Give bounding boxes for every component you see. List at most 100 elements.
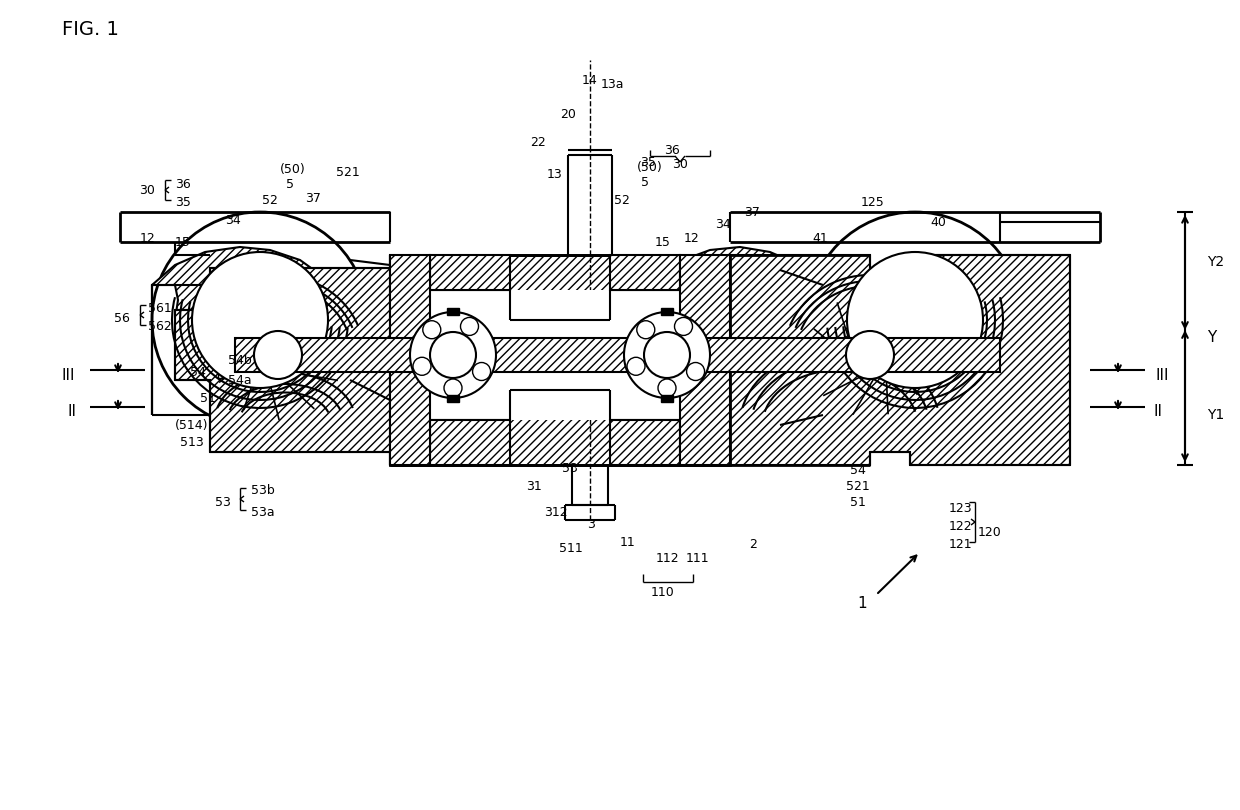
- Circle shape: [627, 357, 645, 375]
- Text: 53a: 53a: [252, 505, 275, 518]
- Text: 52: 52: [614, 194, 630, 207]
- Circle shape: [687, 363, 704, 381]
- Text: 112: 112: [655, 552, 678, 565]
- Text: FIG. 1: FIG. 1: [62, 20, 119, 39]
- Text: 511: 511: [559, 542, 583, 555]
- Text: 120: 120: [978, 526, 1002, 539]
- Circle shape: [153, 212, 368, 428]
- Circle shape: [624, 312, 711, 398]
- Text: 312: 312: [544, 506, 568, 519]
- Text: 53b: 53b: [252, 484, 275, 497]
- Text: 54: 54: [190, 365, 206, 378]
- Circle shape: [254, 331, 303, 379]
- Text: 3: 3: [587, 518, 595, 531]
- Text: 53: 53: [215, 496, 231, 509]
- Text: 54a: 54a: [228, 373, 252, 386]
- Text: 54: 54: [851, 463, 866, 476]
- Text: 36: 36: [665, 143, 680, 156]
- Text: Y: Y: [1207, 330, 1216, 346]
- Text: 111: 111: [686, 552, 709, 565]
- Polygon shape: [661, 308, 673, 315]
- Text: 14: 14: [582, 74, 598, 87]
- Text: 56: 56: [114, 312, 130, 325]
- Circle shape: [807, 212, 1023, 428]
- Text: II: II: [1153, 404, 1163, 420]
- Polygon shape: [236, 338, 999, 372]
- Text: 37: 37: [744, 206, 760, 219]
- Text: III: III: [1156, 368, 1169, 382]
- Text: 37: 37: [305, 191, 321, 204]
- Text: 513: 513: [180, 436, 203, 449]
- Text: Y1: Y1: [1207, 408, 1224, 422]
- Text: 22: 22: [531, 135, 546, 148]
- Polygon shape: [446, 395, 459, 402]
- Text: 521: 521: [846, 480, 870, 493]
- Text: 34: 34: [226, 214, 241, 227]
- Polygon shape: [391, 255, 730, 465]
- Polygon shape: [175, 255, 391, 465]
- Circle shape: [637, 321, 655, 339]
- Text: 5: 5: [286, 178, 294, 191]
- Text: 41: 41: [812, 232, 828, 245]
- Text: 1: 1: [857, 595, 867, 611]
- Text: 13a: 13a: [600, 79, 624, 92]
- Text: 2: 2: [749, 539, 756, 552]
- Text: 51: 51: [200, 391, 216, 404]
- Text: 110: 110: [651, 586, 675, 599]
- Polygon shape: [730, 255, 1070, 465]
- Text: 30: 30: [139, 184, 155, 197]
- Circle shape: [675, 318, 692, 335]
- Polygon shape: [153, 247, 350, 415]
- Text: Y2: Y2: [1207, 255, 1224, 269]
- Circle shape: [430, 332, 476, 378]
- Text: 15: 15: [175, 236, 191, 249]
- Circle shape: [472, 363, 491, 381]
- Circle shape: [846, 331, 894, 379]
- Circle shape: [192, 252, 329, 388]
- Polygon shape: [652, 247, 825, 415]
- Text: 562: 562: [148, 321, 172, 334]
- Text: III: III: [61, 368, 74, 382]
- Text: 125: 125: [861, 195, 885, 208]
- Text: 12: 12: [140, 232, 156, 245]
- Text: 561: 561: [148, 301, 172, 314]
- Text: 5: 5: [641, 176, 649, 189]
- Text: 123: 123: [949, 501, 972, 514]
- Circle shape: [658, 379, 676, 397]
- Text: II: II: [67, 404, 77, 420]
- Text: 51: 51: [851, 496, 866, 509]
- Text: (50): (50): [637, 160, 663, 173]
- Polygon shape: [430, 290, 680, 420]
- Polygon shape: [610, 255, 680, 290]
- Text: 40: 40: [930, 215, 946, 228]
- Text: (514): (514): [175, 419, 208, 432]
- Text: 521: 521: [336, 165, 360, 178]
- Text: 30: 30: [672, 159, 688, 172]
- Circle shape: [423, 321, 440, 339]
- Circle shape: [644, 332, 689, 378]
- Text: 36: 36: [175, 177, 191, 190]
- Text: 34: 34: [715, 219, 730, 232]
- Text: 11: 11: [620, 535, 636, 548]
- Text: 35: 35: [175, 195, 191, 208]
- Text: 122: 122: [949, 519, 972, 532]
- Circle shape: [460, 318, 479, 335]
- Polygon shape: [430, 420, 510, 465]
- Text: 15: 15: [655, 237, 671, 249]
- Text: 31: 31: [526, 480, 542, 493]
- Text: 121: 121: [949, 538, 972, 551]
- Text: 53: 53: [562, 462, 578, 475]
- Circle shape: [847, 252, 983, 388]
- Text: 20: 20: [560, 109, 575, 122]
- Circle shape: [410, 312, 496, 398]
- Circle shape: [413, 357, 432, 375]
- Polygon shape: [391, 255, 430, 465]
- Circle shape: [444, 379, 463, 397]
- Text: 52: 52: [262, 194, 278, 207]
- Text: (50): (50): [280, 164, 306, 177]
- Text: 54b: 54b: [228, 353, 252, 366]
- Polygon shape: [680, 255, 730, 465]
- Polygon shape: [610, 420, 680, 465]
- Text: 35: 35: [640, 156, 656, 168]
- Polygon shape: [446, 308, 459, 315]
